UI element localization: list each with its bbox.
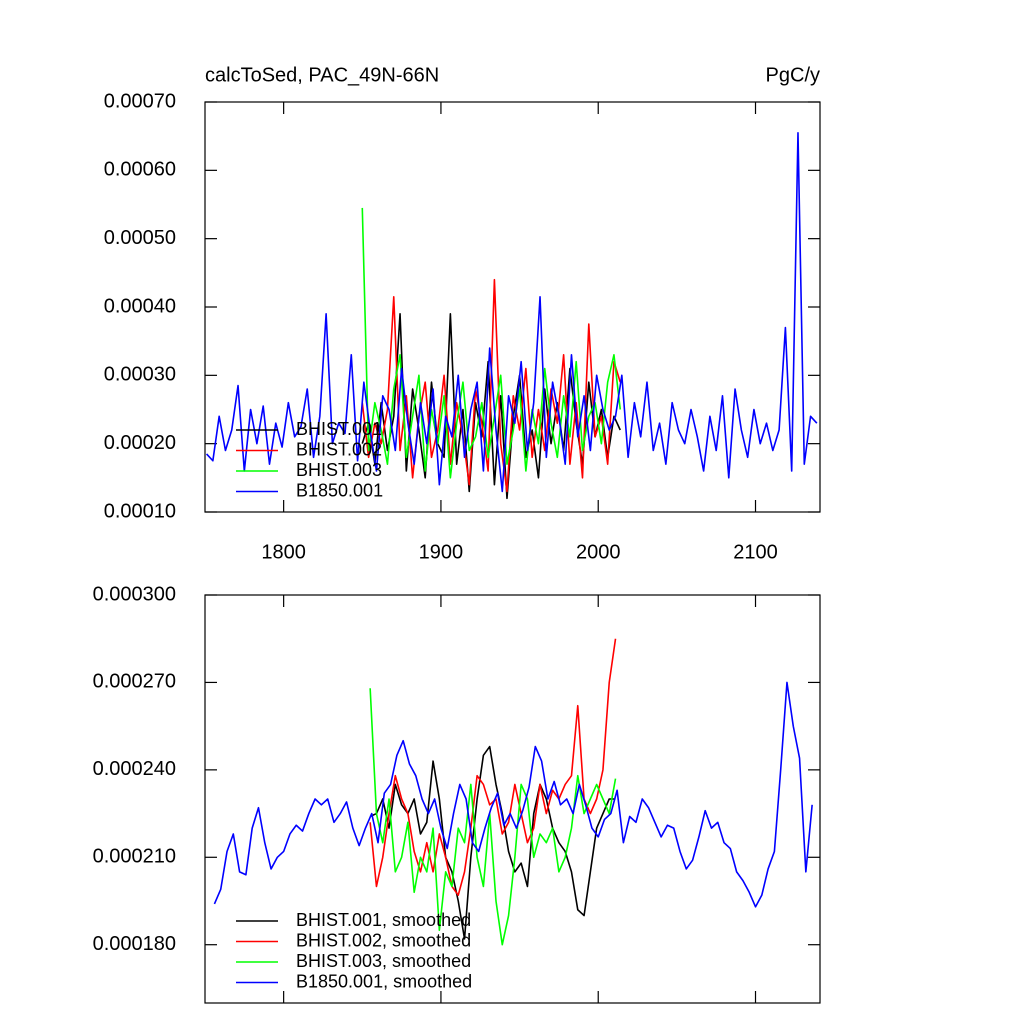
x-tick-label: 2100 xyxy=(733,541,778,563)
y-tick-label: 0.00050 xyxy=(104,227,176,249)
y-tick-label: 0.000270 xyxy=(93,671,176,693)
x-tick-label: 1900 xyxy=(419,541,464,563)
series-line xyxy=(361,207,622,479)
series-line xyxy=(369,745,616,940)
plot-frame xyxy=(204,594,821,1004)
series-line xyxy=(213,681,813,908)
legend-label: BHIST.002 xyxy=(296,439,382,459)
units-label: PgC/y xyxy=(766,64,820,86)
y-tick-label: 0.00020 xyxy=(104,432,176,454)
legend-label: BHIST.003, smoothed xyxy=(296,951,471,971)
y-tick-label: 0.00010 xyxy=(104,500,176,522)
y-tick-label: 0.000180 xyxy=(93,933,176,955)
legend-label: BHIST.002, smoothed xyxy=(296,930,471,950)
y-tick-label: 0.00030 xyxy=(104,364,176,386)
series-line xyxy=(205,131,818,493)
y-tick-label: 0.000210 xyxy=(93,846,176,868)
y-tick-label: 0.00040 xyxy=(104,295,176,317)
x-tick-label: 1800 xyxy=(261,541,306,563)
legend-label: BHIST.003 xyxy=(296,460,382,480)
legend-label: BHIST.001, smoothed xyxy=(296,910,471,930)
y-tick-label: 0.000240 xyxy=(93,758,176,780)
y-tick-label: 0.000300 xyxy=(93,583,176,605)
x-tick-label: 2000 xyxy=(576,541,621,563)
series-line xyxy=(369,688,617,946)
legend-label: B1850.001, smoothed xyxy=(296,971,472,991)
y-tick-label: 0.00060 xyxy=(104,159,176,181)
chart-title: calcToSed, PAC_49N-66N xyxy=(205,64,439,86)
legend-label: BHIST.001 xyxy=(296,419,382,439)
y-tick-label: 0.00070 xyxy=(104,90,176,112)
legend-label: B1850.001 xyxy=(296,480,383,500)
series-line xyxy=(369,638,617,896)
